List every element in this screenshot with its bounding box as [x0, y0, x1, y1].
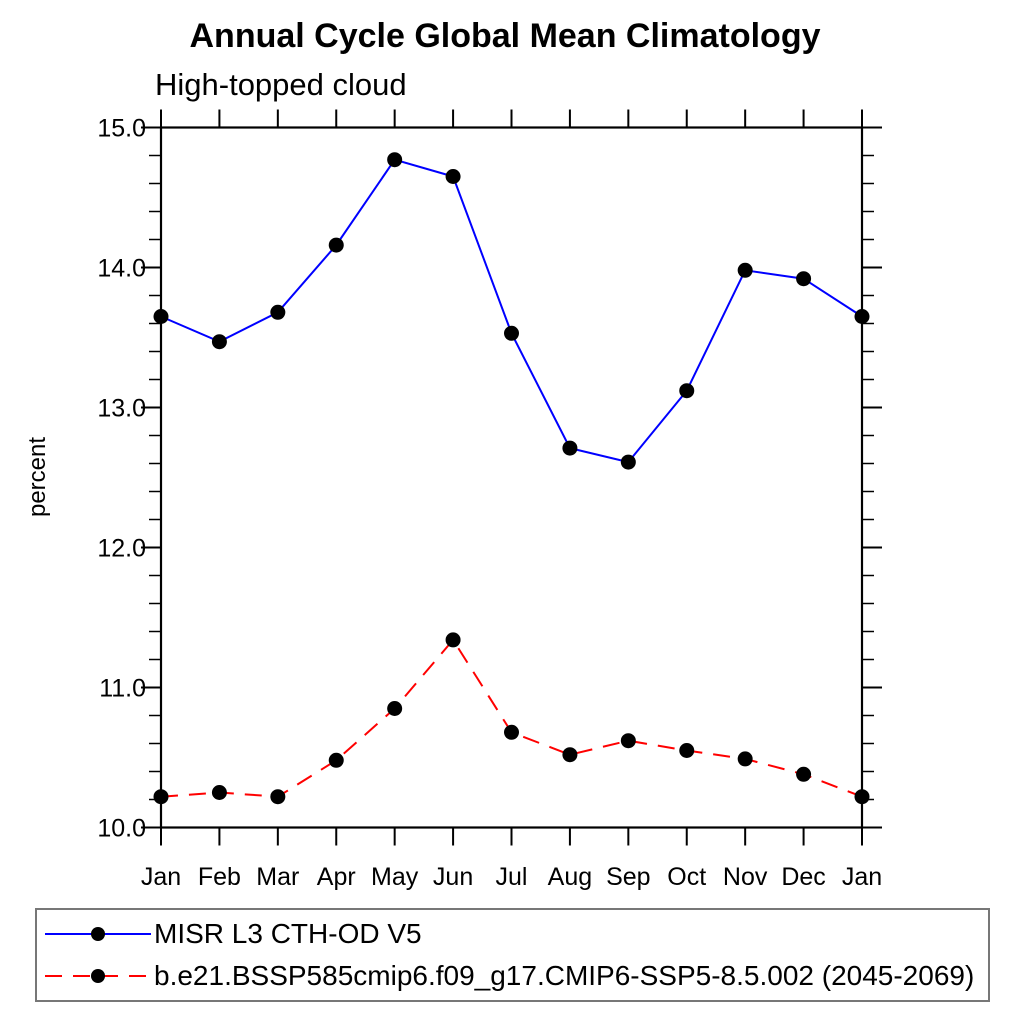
- series: [153, 152, 870, 805]
- x-tick-label: Mar: [256, 863, 299, 891]
- data-point-marker: [796, 766, 812, 782]
- x-tick-label: Sep: [606, 863, 650, 891]
- data-point-marker: [562, 747, 578, 763]
- data-point-marker: [679, 743, 695, 758]
- x-tick-label: Apr: [317, 863, 356, 891]
- chart-subtitle: High-topped cloud: [155, 67, 407, 102]
- y-tick-label: 12.0: [97, 535, 146, 563]
- series-line-0: [160, 158, 863, 464]
- x-tick-label: Dec: [781, 863, 825, 891]
- x-tick-label: Jan: [842, 863, 882, 891]
- data-point-marker: [504, 325, 519, 341]
- data-point-marker: [796, 271, 812, 287]
- y-tick-label: 14.0: [97, 255, 146, 283]
- legend-sample-marker-icon: [91, 968, 105, 983]
- x-tick-label: Oct: [667, 863, 706, 891]
- series-line-1: [160, 638, 863, 798]
- legend-label: b.e21.BSSP585cmip6.f09_g17.CMIP6-SSP5-8.…: [154, 959, 975, 991]
- data-point-marker: [328, 752, 344, 768]
- x-tick-label: Jun: [433, 863, 473, 891]
- legend: MISR L3 CTH-OD V5 b.e21.BSSP585cmip6.f09…: [35, 908, 990, 1002]
- data-point-marker: [328, 237, 344, 253]
- plot-frame: [159, 126, 864, 829]
- data-point-marker: [387, 701, 403, 716]
- axes: Jan Feb Mar Apr May Jun Jul Aug Sep Oct Nov Dec Jan 1…: [97, 109, 882, 891]
- x-tick-label: May: [371, 863, 419, 891]
- data-point-marker: [445, 169, 461, 184]
- data-point-marker: [620, 733, 636, 749]
- data-point-marker: [211, 785, 227, 800]
- x-tick-label: Feb: [198, 863, 241, 891]
- data-point-marker: [211, 334, 227, 350]
- legend-line-dashed-icon: [45, 968, 151, 983]
- data-point-marker: [854, 309, 870, 324]
- data-point-marker: [679, 383, 695, 399]
- y-tick-label: 13.0: [97, 395, 146, 423]
- data-point-marker: [504, 724, 519, 740]
- data-point-marker: [737, 751, 753, 767]
- y-tick-label: 10.0: [97, 815, 146, 843]
- data-point-marker: [620, 454, 636, 470]
- data-point-marker: [270, 304, 286, 320]
- legend-line-solid-icon: [45, 927, 151, 942]
- data-point-marker: [153, 309, 169, 324]
- legend-item-model: b.e21.BSSP585cmip6.f09_g17.CMIP6-SSP5-8.…: [37, 959, 988, 993]
- chart-title: Annual Cycle Global Mean Climatology: [190, 17, 821, 55]
- x-tick-label: Jan: [141, 863, 181, 891]
- data-point-marker: [445, 632, 461, 648]
- data-point-marker: [387, 152, 403, 168]
- data-point-marker: [270, 789, 286, 805]
- x-tick-label: Nov: [723, 863, 768, 891]
- y-axis-label: percent: [24, 437, 51, 517]
- data-point-marker: [737, 262, 753, 278]
- legend-label: MISR L3 CTH-OD V5: [154, 918, 422, 950]
- data-point-marker: [854, 789, 870, 805]
- x-tick-label: Aug: [548, 863, 592, 891]
- legend-item-misr: MISR L3 CTH-OD V5: [37, 917, 988, 951]
- legend-sample-marker-icon: [91, 927, 105, 942]
- x-tick-label: Jul: [496, 863, 528, 891]
- y-tick-label: 15.0: [97, 115, 146, 143]
- data-point-marker: [562, 440, 578, 456]
- y-tick-label: 11.0: [99, 675, 146, 703]
- plot-area: Annual Cycle Global Mean Climatology Hig…: [24, 17, 882, 891]
- data-point-marker: [153, 789, 169, 805]
